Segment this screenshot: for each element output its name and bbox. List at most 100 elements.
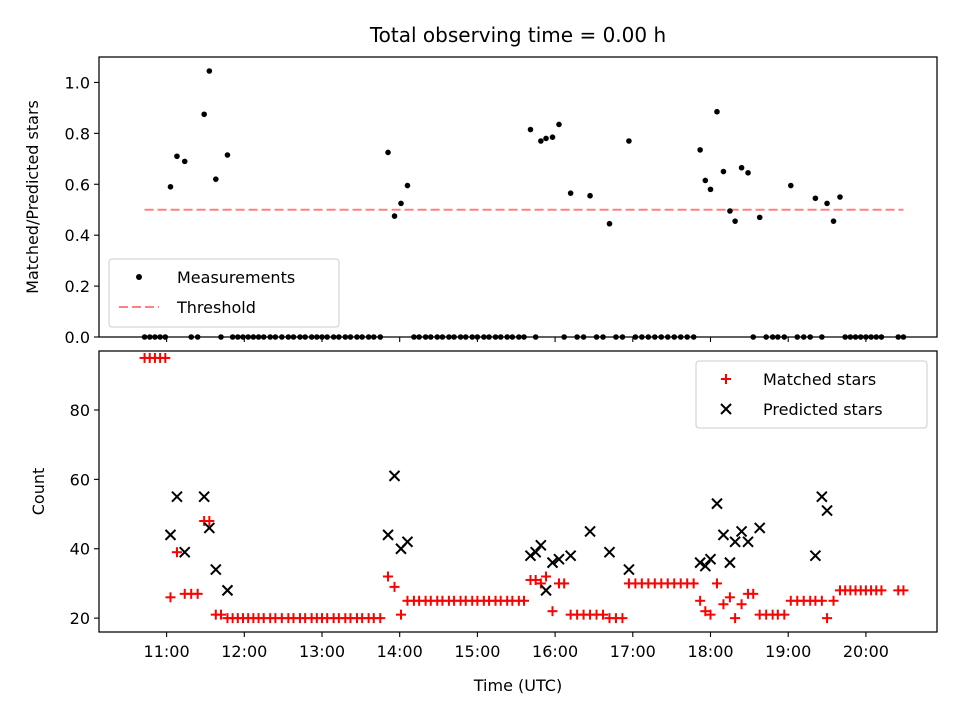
matched-star-point-11: [204, 515, 215, 526]
predicted-star-point-7: [382, 529, 394, 541]
predicted-star-point-32: [816, 490, 828, 503]
matched-star-point-96: [711, 578, 722, 589]
measurement-point-45: [404, 182, 411, 189]
predicted-star-point-33: [821, 504, 833, 517]
ratio-y-tick-label-1-0: 1.0: [65, 73, 90, 92]
matched-star-point-41: [375, 613, 386, 624]
measurement-point-82: [626, 138, 632, 144]
matched-star-point-93: [695, 595, 706, 606]
legend-measurements-marker: [136, 274, 142, 280]
predicted-star-point-29: [742, 536, 754, 548]
legend-matched-marker: [721, 374, 731, 384]
measurement-point-95: [707, 186, 714, 193]
measurement-point-12: [213, 176, 219, 182]
x-tick-label-11-00: 11:00: [144, 642, 190, 661]
predicted-star-point-8: [388, 470, 401, 482]
count-panel-frame: [98, 350, 938, 633]
matched-star-point-67: [530, 574, 541, 585]
legend-predicted-marker: [720, 403, 732, 415]
matched-star-point-5: [165, 592, 176, 603]
ratio-y-tick-label-0-0: 0.0: [65, 328, 90, 347]
x-tick-label-19-00: 19:00: [765, 642, 811, 661]
x-tick-label-14-00: 14:00: [377, 642, 423, 661]
measurement-point-97: [720, 168, 727, 175]
matched-star-point-92: [688, 578, 699, 589]
predicted-star-point-2: [179, 546, 191, 558]
measurement-point-66: [527, 126, 534, 133]
matched-star-point-98: [724, 592, 735, 603]
matched-star-point-6: [171, 547, 182, 558]
measurement-point-116: [837, 194, 843, 200]
count-y-tick-label-60: 60: [70, 470, 90, 489]
matched-star-point-115: [828, 595, 839, 606]
predicted-star-point-3: [198, 490, 210, 503]
matched-star-point-97: [718, 599, 729, 610]
measurement-point-98: [727, 208, 733, 214]
matched-star-point-70: [547, 606, 558, 617]
x-tick-label-20-00: 20:00: [843, 642, 889, 661]
legend-threshold-label: Threshold: [176, 298, 256, 317]
measurement-point-71: [556, 121, 562, 128]
predicted-star-point-23: [704, 553, 717, 565]
matched-star-point-126: [898, 585, 909, 596]
predicted-star-point-10: [401, 536, 414, 548]
predicted-star-point-12: [529, 546, 542, 558]
matched-star-point-43: [389, 581, 400, 592]
matched-star-point-124: [876, 585, 887, 596]
predicted-star-point-6: [221, 584, 234, 597]
predicted-star-point-20: [623, 563, 635, 576]
predicted-star-point-26: [724, 556, 736, 569]
predicted-star-point-11: [524, 549, 537, 562]
predicted-star-point-25: [717, 529, 730, 541]
measurement-point-112: [812, 195, 819, 202]
ratio-legend-box: [108, 258, 340, 328]
x-tick-label-17-00: 17:00: [610, 642, 656, 661]
predicted-star-point-1: [171, 490, 183, 503]
matched-star-point-95: [705, 609, 716, 620]
measurement-point-11: [206, 68, 213, 74]
measurement-point-73: [567, 190, 574, 196]
measurement-point-101: [745, 170, 751, 176]
x-tick-label-18-00: 18:00: [687, 642, 733, 661]
ratio-y-tick-label-0-2: 0.2: [65, 277, 90, 296]
predicted-star-point-24: [711, 497, 723, 510]
measurement-point-108: [787, 182, 794, 189]
count-panel-data: [139, 352, 909, 624]
matched-star-point-102: [748, 588, 759, 599]
predicted-star-point-0: [164, 529, 177, 541]
measurement-point-103: [756, 214, 763, 221]
count-legend: Matched stars Predicted stars: [695, 360, 928, 429]
measurement-point-94: [702, 177, 709, 184]
matched-star-point-68: [535, 578, 546, 589]
predicted-star-point-16: [553, 553, 565, 565]
measurement-point-70: [549, 134, 556, 140]
predicted-star-point-22: [699, 560, 712, 572]
chart-title: Total observing time = 0.00 h: [369, 23, 666, 47]
predicted-star-point-28: [735, 525, 748, 538]
matched-star-point-114: [822, 613, 833, 624]
x-tick-label-16-00: 16:00: [532, 642, 578, 661]
measurement-point-115: [830, 218, 837, 224]
measurement-point-99: [732, 218, 738, 224]
predicted-star-point-13: [535, 539, 547, 551]
matched-star-point-94: [700, 606, 711, 617]
measurement-point-5: [167, 184, 174, 190]
x-tick-label-15-00: 15:00: [454, 642, 500, 661]
predicted-star-point-15: [546, 556, 559, 569]
legend-predicted-label: Predicted stars: [763, 400, 883, 419]
count-y-axis-label: Count: [29, 468, 48, 516]
matched-star-point-99: [730, 613, 741, 624]
count-panel-ticks: 11:00 12:00 13:00 14:00 15:00 16:00 17:00 18:00…: [70, 401, 889, 661]
count-panel: 11:00 12:00 13:00 14:00 15:00 16:00 17:00 18:00…: [29, 350, 938, 695]
x-tick-label-13-00: 13:00: [299, 642, 345, 661]
x-axis-label: Time (UTC): [473, 676, 562, 695]
legend-matched-label: Matched stars: [763, 370, 876, 389]
measurement-point-76: [587, 192, 593, 199]
predicted-star-point-14: [540, 584, 552, 597]
ratio-legend: Measurements Threshold: [108, 258, 340, 328]
ratio-panel-frame: [98, 56, 938, 338]
predicted-star-point-18: [584, 525, 596, 538]
matched-star-point-42: [383, 571, 394, 582]
matched-star-point-81: [617, 613, 628, 624]
predicted-star-point-17: [564, 549, 577, 562]
